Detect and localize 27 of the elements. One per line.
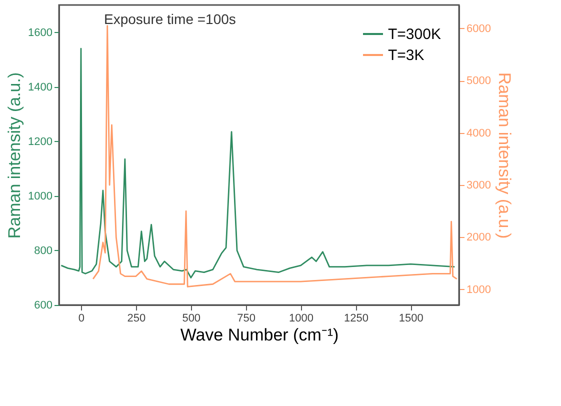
x-tick-label: 250 xyxy=(127,312,146,324)
y-axis-title: Raman intensity (a.u.) xyxy=(5,72,24,239)
legend-label: T=3K xyxy=(388,47,424,64)
y2-tick-label: 4000 xyxy=(466,127,491,140)
annotation: Exposure time =100s xyxy=(104,11,236,27)
y2-tick-label: 2000 xyxy=(466,232,491,244)
legend-label: T=300K xyxy=(388,26,441,43)
x-tick-label: 1500 xyxy=(398,312,424,324)
y2-axis-title: Raman intensity (a.u.) xyxy=(494,72,514,239)
x-tick-label: 1250 xyxy=(344,312,368,324)
x-axis-title: Wave Number (cm⁻¹) xyxy=(180,326,339,344)
line-series xyxy=(92,25,458,288)
x-tick-label: 750 xyxy=(237,312,256,324)
y-tick-label: 600 xyxy=(34,300,52,312)
x-tick-label: 1000 xyxy=(289,312,314,324)
y-tick-label: 1600 xyxy=(28,26,52,39)
y2-tick-label: 3000 xyxy=(466,180,491,192)
y2-tick-label: 5000 xyxy=(466,75,491,88)
line-series xyxy=(60,48,456,278)
y-tick-label: 1200 xyxy=(28,136,52,148)
x-tick-label: 0 xyxy=(78,312,85,324)
y2-tick-label: 6000 xyxy=(466,22,491,35)
y-tick-label: 1000 xyxy=(28,190,52,202)
y-tick-label: 1400 xyxy=(28,81,52,94)
x-tick-label: 500 xyxy=(182,312,201,324)
y2-tick-label: 1000 xyxy=(466,284,491,296)
y-tick-label: 800 xyxy=(34,244,52,257)
